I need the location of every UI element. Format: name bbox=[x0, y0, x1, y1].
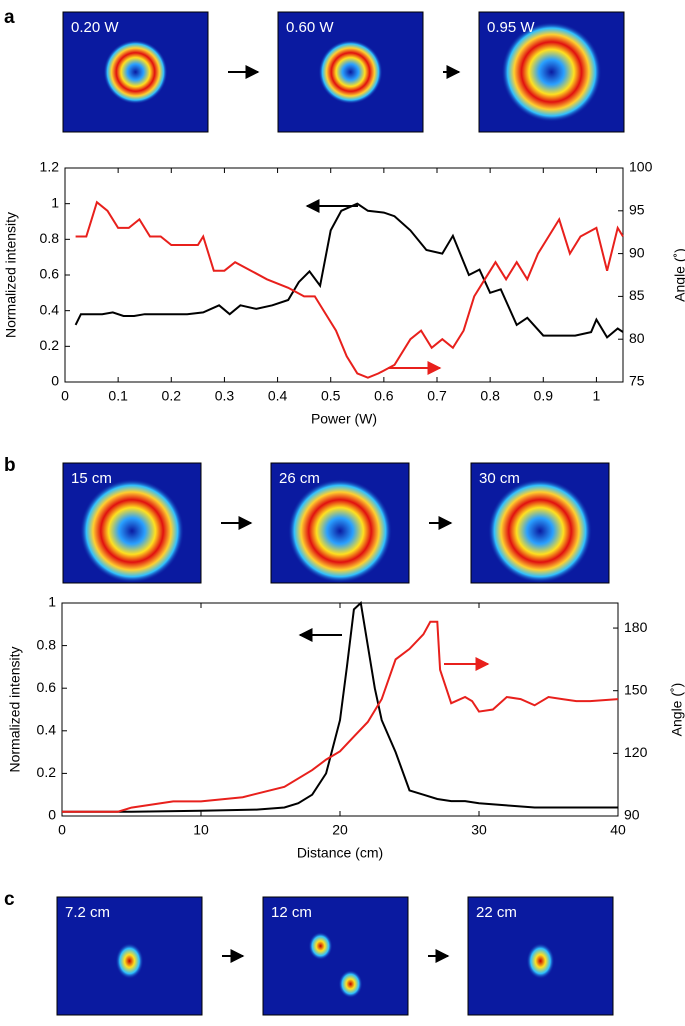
y2-axis-label: Angle (˚) bbox=[672, 248, 685, 302]
panel-label: a bbox=[4, 7, 15, 28]
image-label: 7.2 cm bbox=[65, 904, 110, 921]
y2-axis-label: Angle (˚) bbox=[669, 683, 685, 737]
y-tick-label: 1.2 bbox=[40, 159, 60, 175]
data-line bbox=[62, 620, 619, 813]
x-tick-label: 0.8 bbox=[480, 388, 500, 404]
y-tick-label: 1 bbox=[48, 594, 56, 610]
image-label: 12 cm bbox=[271, 904, 312, 921]
image-label: 0.20 W bbox=[71, 19, 119, 36]
x-tick-label: 0.2 bbox=[162, 388, 182, 404]
x-tick-label: 0.3 bbox=[215, 388, 235, 404]
y-tick-label: 0.6 bbox=[40, 266, 60, 282]
spot bbox=[338, 970, 363, 998]
data-line bbox=[74, 202, 624, 339]
y2-tick-label: 90 bbox=[629, 244, 645, 260]
y-tick-label: 1 bbox=[51, 194, 59, 210]
panel-label: c bbox=[4, 889, 15, 910]
x-tick-label: 0.6 bbox=[374, 388, 394, 404]
y-tick-label: 0 bbox=[51, 373, 59, 389]
y-tick-label: 0.6 bbox=[37, 679, 57, 695]
image-label: 22 cm bbox=[476, 904, 517, 921]
x-tick-label: 0.7 bbox=[427, 388, 447, 404]
y-tick-label: 0.2 bbox=[40, 337, 60, 353]
panel-label: b bbox=[4, 455, 16, 476]
data-line bbox=[75, 200, 624, 379]
y-tick-label: 0 bbox=[48, 807, 56, 823]
x-axis-label: Power (W) bbox=[311, 411, 377, 427]
beam-ring bbox=[488, 479, 592, 583]
x-tick-label: 10 bbox=[193, 822, 209, 838]
y-tick-label: 0.8 bbox=[40, 230, 60, 246]
y-axis-label: Normalized intensity bbox=[7, 646, 23, 772]
y2-tick-label: 75 bbox=[629, 373, 645, 389]
beam-ring bbox=[80, 479, 184, 583]
spot bbox=[308, 932, 333, 960]
y2-tick-label: 95 bbox=[629, 202, 645, 218]
x-tick-label: 0.5 bbox=[321, 388, 341, 404]
image-label: 26 cm bbox=[279, 470, 320, 487]
y-tick-label: 0.8 bbox=[37, 636, 57, 652]
y2-tick-label: 180 bbox=[624, 619, 648, 635]
beam-ring bbox=[103, 40, 168, 104]
x-tick-label: 40 bbox=[610, 822, 626, 838]
beam-image bbox=[262, 896, 409, 1016]
image-label: 30 cm bbox=[479, 470, 520, 487]
x-tick-label: 0.1 bbox=[108, 388, 128, 404]
beam-ring bbox=[318, 40, 383, 104]
spot bbox=[526, 943, 555, 979]
y2-tick-label: 120 bbox=[624, 744, 648, 760]
x-tick-label: 0.4 bbox=[268, 388, 288, 404]
x-tick-label: 0.9 bbox=[534, 388, 554, 404]
x-tick-label: 30 bbox=[471, 822, 487, 838]
y2-tick-label: 85 bbox=[629, 287, 645, 303]
data-line bbox=[62, 601, 618, 813]
x-axis-label: Distance (cm) bbox=[297, 845, 383, 861]
y-tick-label: 0.4 bbox=[40, 301, 60, 317]
y2-tick-label: 80 bbox=[629, 330, 645, 346]
y2-tick-label: 100 bbox=[629, 159, 653, 175]
beam-ring bbox=[288, 479, 392, 583]
y-tick-label: 0.4 bbox=[37, 722, 57, 738]
y-tick-label: 0.2 bbox=[37, 764, 57, 780]
image-label: 0.60 W bbox=[286, 19, 334, 36]
x-tick-label: 1 bbox=[593, 388, 601, 404]
x-tick-label: 20 bbox=[332, 822, 348, 838]
beam-ring bbox=[501, 22, 602, 122]
y2-tick-label: 90 bbox=[624, 807, 640, 823]
y2-tick-label: 150 bbox=[624, 681, 648, 697]
x-tick-label: 0 bbox=[61, 388, 69, 404]
spot bbox=[115, 943, 144, 979]
image-label: 0.95 W bbox=[487, 19, 535, 36]
x-tick-label: 0 bbox=[58, 822, 66, 838]
image-label: 15 cm bbox=[71, 470, 112, 487]
y-axis-label: Normalized intensity bbox=[3, 212, 19, 338]
